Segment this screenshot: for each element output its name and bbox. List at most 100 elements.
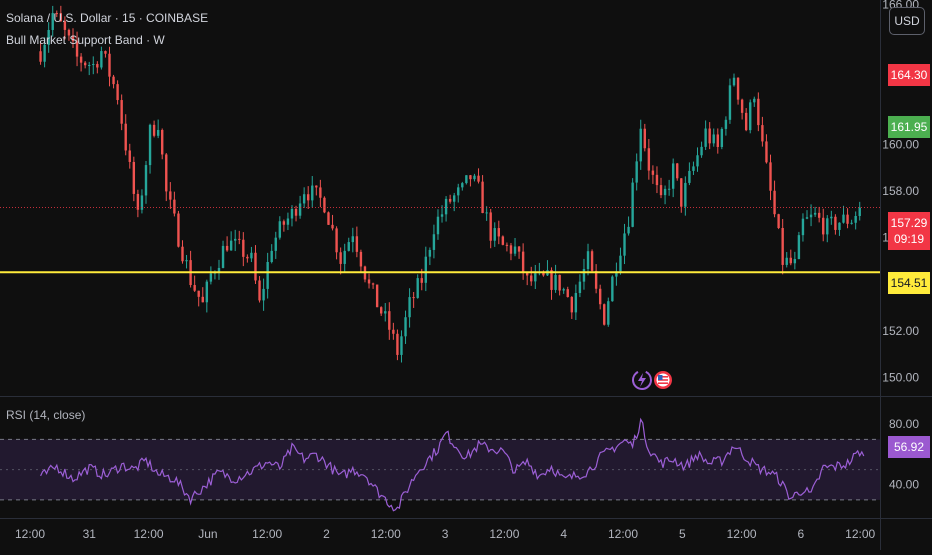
candle: [615, 262, 618, 286]
flash-event-icon[interactable]: [632, 370, 652, 390]
candle: [578, 274, 582, 298]
candle: [258, 276, 261, 303]
symbol-title[interactable]: Solana / U.S. Dollar · 15 · COINBASE: [6, 11, 209, 25]
indicator-title[interactable]: Bull Market Support Band · W: [6, 33, 165, 47]
candle: [651, 165, 655, 184]
low-price-tag: 161.95: [888, 116, 930, 138]
candle: [266, 252, 269, 299]
candle: [505, 242, 509, 252]
candle: [744, 108, 748, 132]
time-tick-label: 12:00: [134, 527, 164, 541]
candle: [789, 249, 792, 266]
candle: [590, 249, 594, 272]
support-level: [0, 207, 880, 274]
candle: [274, 231, 277, 259]
event-markers[interactable]: [632, 369, 672, 391]
candle: [781, 219, 784, 275]
candle: [201, 287, 204, 303]
candle: [534, 264, 537, 289]
candle: [278, 216, 282, 240]
candle: [347, 237, 350, 252]
candle: [294, 205, 298, 222]
candle: [635, 153, 638, 191]
candle: [250, 246, 253, 263]
candle: [363, 265, 367, 283]
rsi-tick-label: 80.00: [889, 417, 919, 431]
price-tick-label: 152.00: [882, 324, 919, 338]
candle: [607, 297, 610, 327]
time-tick-label: 3: [442, 527, 449, 541]
candle: [586, 243, 590, 276]
candle: [100, 46, 103, 70]
candle: [307, 186, 310, 210]
time-tick-label: 12:00: [371, 527, 401, 541]
candle: [740, 98, 744, 120]
candle: [371, 282, 375, 289]
candle: [619, 247, 622, 275]
candle: [684, 176, 687, 216]
candle: [108, 46, 111, 87]
candle: [785, 252, 788, 268]
rsi-tick-label: 40.00: [889, 478, 919, 492]
candle: [238, 230, 241, 245]
candle: [254, 245, 257, 284]
candle: [582, 258, 586, 290]
candle: [655, 166, 659, 194]
candle: [708, 122, 711, 150]
candle: [452, 192, 456, 212]
candle: [530, 266, 533, 286]
candle: [169, 182, 172, 209]
candle: [736, 77, 740, 105]
candle: [384, 303, 387, 322]
candle: [148, 123, 152, 174]
candle: [59, 5, 63, 22]
candle: [753, 96, 756, 107]
candle: [659, 177, 663, 199]
candle: [692, 161, 695, 175]
candle: [39, 41, 42, 65]
candle: [83, 61, 87, 69]
time-tick-label: 2: [323, 527, 330, 541]
candle: [359, 249, 363, 273]
candle: [517, 245, 521, 259]
candle: [558, 274, 561, 296]
candle: [416, 274, 419, 299]
candle: [838, 222, 841, 236]
rsi-title[interactable]: RSI (14, close): [6, 408, 86, 422]
candle: [185, 254, 188, 269]
candle: [408, 288, 411, 328]
candle: [639, 119, 642, 170]
currency-button[interactable]: USD: [889, 7, 925, 35]
candle: [461, 181, 464, 191]
rsi-line: [40, 417, 865, 512]
candle: [858, 201, 861, 221]
candle: [854, 211, 857, 230]
time-tick-label: 12:00: [252, 527, 282, 541]
candle: [562, 287, 565, 294]
price-tick-label: 160.00: [882, 137, 919, 151]
candle: [396, 329, 399, 361]
candle: [704, 120, 707, 150]
candle: [521, 243, 525, 280]
candle: [351, 227, 355, 253]
candle: [197, 290, 200, 307]
candle: [47, 22, 50, 53]
candle: [290, 205, 294, 227]
candle: [140, 189, 144, 214]
candle: [525, 271, 529, 286]
candle: [282, 219, 286, 232]
candle: [809, 204, 813, 227]
time-tick-label: 4: [560, 527, 567, 541]
candle: [700, 141, 703, 158]
candle: [161, 128, 164, 160]
candle: [181, 240, 184, 264]
us-flag-event-icon[interactable]: [654, 371, 672, 389]
high-price-tag: 164.30: [888, 64, 930, 86]
candle: [830, 210, 833, 225]
last-price-value: 157.29: [890, 216, 928, 230]
time-tick-label: 6: [798, 527, 805, 541]
candle: [189, 250, 192, 288]
candle: [286, 212, 290, 231]
